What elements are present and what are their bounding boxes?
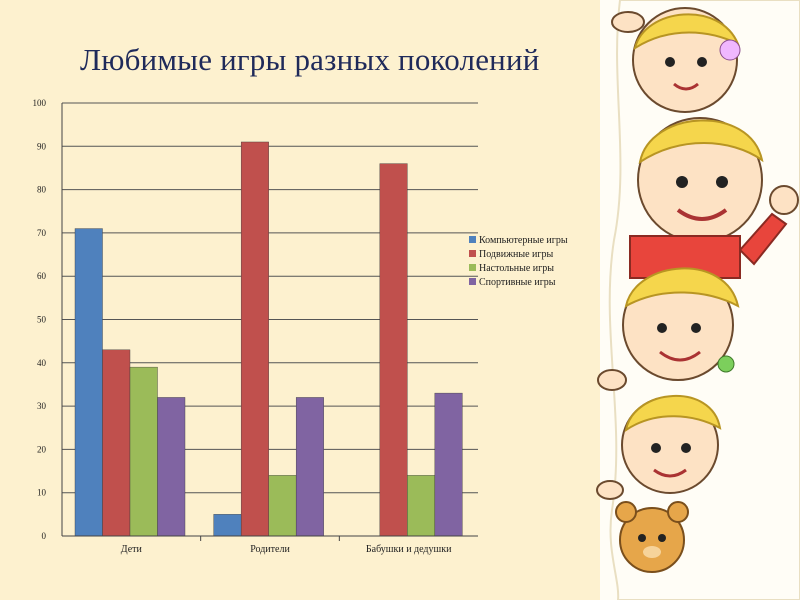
bar xyxy=(240,141,269,537)
legend-swatch xyxy=(469,250,476,257)
legend-swatch xyxy=(469,236,476,243)
bar xyxy=(434,392,463,537)
chart-axes xyxy=(61,103,478,541)
y-tick-label: 100 xyxy=(33,98,47,108)
legend-label: Подвижные игры xyxy=(479,249,553,260)
page-title: Любимые игры разных поколений xyxy=(80,42,540,77)
x-tick-label: Родители xyxy=(250,544,290,555)
y-tick-label: 10 xyxy=(37,488,47,498)
y-tick-label: 0 xyxy=(42,531,47,541)
bar xyxy=(74,228,103,537)
legend-swatch xyxy=(469,278,476,285)
y-tick-label: 70 xyxy=(37,228,47,238)
bar xyxy=(379,163,408,537)
legend-swatch xyxy=(469,264,476,271)
y-tick-label: 90 xyxy=(37,141,47,151)
bar xyxy=(157,397,186,537)
children-illustration-icon xyxy=(596,0,800,600)
y-tick-label: 60 xyxy=(37,271,47,281)
bar xyxy=(129,366,158,537)
chart-legend: Компьютерные игры Подвижные игры Настольны… xyxy=(469,235,568,288)
bar xyxy=(102,349,131,537)
x-tick-label: Бабушки и дедушки xyxy=(366,544,452,555)
x-tick-label: Дети xyxy=(121,544,143,555)
x-axis-ticks: Дети Родители Бабушки и дедушки xyxy=(121,544,452,555)
chart-bars xyxy=(74,141,463,537)
legend-label: Компьютерные игры xyxy=(479,235,568,246)
y-tick-label: 20 xyxy=(37,444,47,454)
legend-label: Настольные игры xyxy=(479,263,554,274)
bar xyxy=(295,397,324,537)
y-tick-label: 80 xyxy=(37,185,47,195)
y-axis-ticks: 0 10 20 30 40 50 60 70 80 90 100 xyxy=(33,98,47,541)
legend-label: Спортивные игры xyxy=(479,277,556,288)
bar xyxy=(213,514,242,537)
y-tick-label: 50 xyxy=(37,315,47,325)
bar xyxy=(407,475,436,537)
bar xyxy=(268,475,297,537)
y-tick-label: 30 xyxy=(37,401,47,411)
y-tick-label: 40 xyxy=(37,358,47,368)
bar-chart: 0 10 20 30 40 50 60 70 80 90 100 Дети Родители Бабуш… xyxy=(33,98,568,555)
